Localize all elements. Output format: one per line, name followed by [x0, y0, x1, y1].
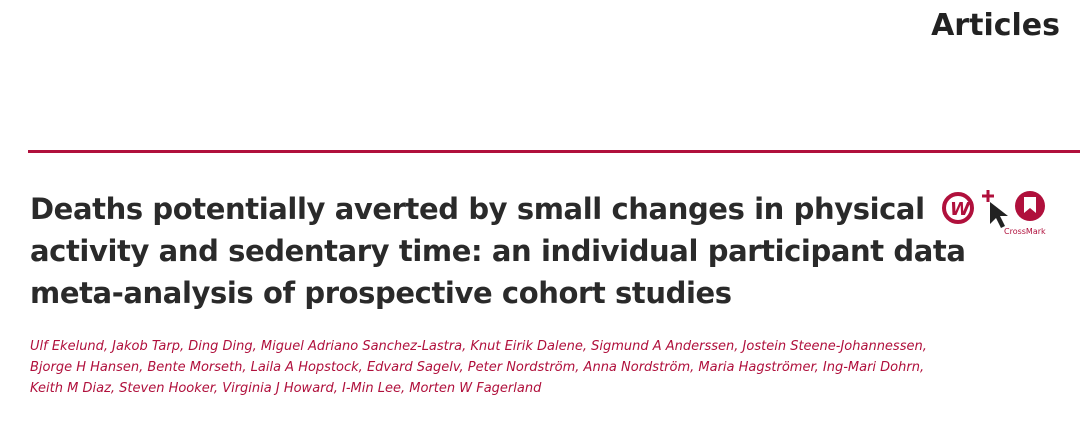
author-line: Bjorge H Hansen, Bente Morseth, Laila A …	[30, 360, 925, 375]
author-line: Keith M Diaz, Steven Hooker, Virginia J …	[30, 381, 542, 396]
open-access-icon	[942, 192, 974, 224]
author-list: Ulf Ekelund, Jakob Tarp, Ding Ding, Migu…	[30, 336, 927, 399]
title-line: Deaths potentially averted by small chan…	[30, 192, 925, 226]
divider	[28, 150, 1080, 153]
article-title: Deaths potentially averted by small chan…	[30, 188, 966, 314]
section-label: Articles	[931, 8, 1060, 43]
cursor-icon[interactable]	[990, 202, 1008, 228]
author-line: Ulf Ekelund, Jakob Tarp, Ding Ding, Migu…	[30, 339, 927, 354]
icon-glyph: W	[950, 199, 971, 220]
plus-icon	[982, 190, 994, 202]
title-line: meta-analysis of prospective cohort stud…	[30, 276, 732, 310]
badges: W	[942, 190, 1045, 228]
crossmark-glyph	[1024, 197, 1036, 213]
crossmark-label: CrossMark	[1004, 227, 1046, 236]
title-line: activity and sedentary time: an individu…	[30, 234, 966, 268]
